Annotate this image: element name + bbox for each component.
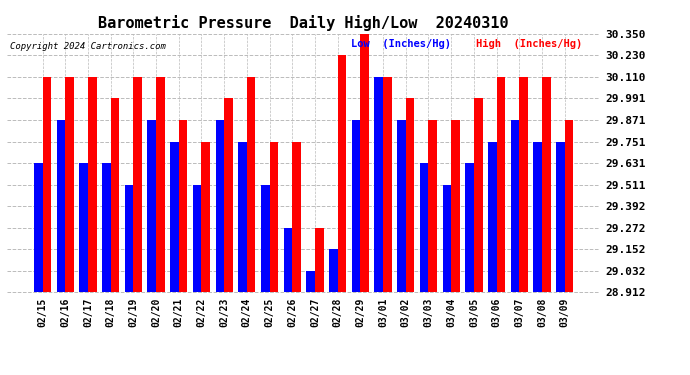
Bar	[125, 185, 133, 292]
Bar	[375, 77, 383, 292]
Bar	[238, 141, 247, 292]
Bar	[428, 120, 437, 292]
Bar	[497, 77, 505, 292]
Bar	[201, 141, 210, 292]
Bar	[170, 141, 179, 292]
Bar	[284, 228, 293, 292]
Text: High  (Inches/Hg): High (Inches/Hg)	[475, 39, 582, 49]
Bar	[148, 120, 156, 292]
Bar	[315, 228, 324, 292]
Bar	[564, 120, 573, 292]
Bar	[261, 185, 270, 292]
Bar	[156, 77, 165, 292]
Bar	[110, 98, 119, 292]
Bar	[511, 120, 520, 292]
Bar	[542, 77, 551, 292]
Bar	[306, 271, 315, 292]
Bar	[102, 163, 110, 292]
Bar	[179, 120, 188, 292]
Bar	[215, 120, 224, 292]
Bar	[406, 98, 415, 292]
Bar	[193, 185, 201, 292]
Bar	[224, 98, 233, 292]
Bar	[293, 141, 301, 292]
Bar	[474, 98, 482, 292]
Bar	[247, 77, 255, 292]
Bar	[451, 120, 460, 292]
Bar	[397, 120, 406, 292]
Bar	[533, 141, 542, 292]
Bar	[329, 249, 337, 292]
Bar	[337, 56, 346, 292]
Title: Barometric Pressure  Daily High/Low  20240310: Barometric Pressure Daily High/Low 20240…	[98, 15, 509, 31]
Bar	[442, 185, 451, 292]
Bar	[133, 77, 142, 292]
Bar	[34, 163, 43, 292]
Bar	[383, 77, 392, 292]
Bar	[79, 163, 88, 292]
Bar	[488, 141, 497, 292]
Bar	[65, 77, 74, 292]
Bar	[360, 34, 369, 292]
Bar	[57, 120, 65, 292]
Bar	[88, 77, 97, 292]
Bar	[556, 141, 564, 292]
Bar	[465, 163, 474, 292]
Bar	[43, 77, 51, 292]
Bar	[420, 163, 428, 292]
Text: Low  (Inches/Hg): Low (Inches/Hg)	[351, 39, 451, 49]
Bar	[520, 77, 528, 292]
Text: Copyright 2024 Cartronics.com: Copyright 2024 Cartronics.com	[10, 42, 166, 51]
Bar	[352, 120, 360, 292]
Bar	[270, 141, 278, 292]
